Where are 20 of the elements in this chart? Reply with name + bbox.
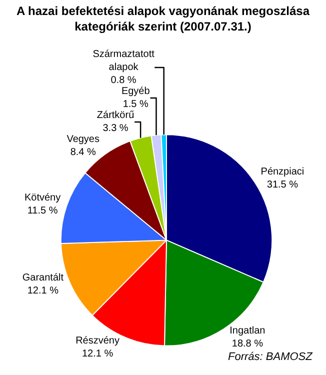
slice-label: Kötvény [24, 192, 61, 204]
data-label: 8.4 % [70, 147, 96, 158]
slice-label: Garantált [22, 272, 64, 284]
chart-title: A hazai befektetési alapok vagyonának megoszlása kategóriák szerint (2007.07.31.) [16, 4, 310, 34]
data-label: 12.1 % [82, 348, 114, 360]
text: Forrás: BAMOSZ [228, 351, 314, 363]
data-label: 31.5 % [266, 180, 298, 191]
data-label: 11.5 % [27, 206, 58, 217]
data-label: 3.3 % [102, 123, 128, 134]
slice-label: Vegyes [66, 134, 100, 145]
data-label: 18.8 % [232, 338, 264, 350]
slice-label: Részvény [76, 336, 120, 347]
slice-label: Zártkörű [96, 110, 135, 121]
slice-label: Ingatlan [230, 325, 266, 336]
data-label: 1.5 % [122, 99, 149, 110]
slice-label: Pénzpiaci [260, 166, 304, 178]
data-label: 12.1 % [27, 285, 59, 296]
slice-label: Egyéb [121, 86, 150, 97]
slice-label: Származtatott alapok [92, 49, 155, 73]
data-label: 0.8 % [110, 75, 136, 86]
